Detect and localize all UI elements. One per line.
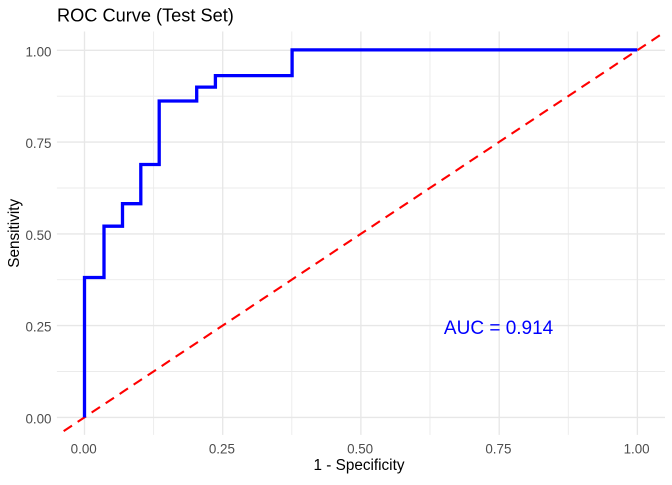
svg-text:1 - Specificity: 1 - Specificity <box>314 457 405 474</box>
svg-text:Sensitivity: Sensitivity <box>6 199 23 268</box>
svg-text:0.50: 0.50 <box>25 228 51 243</box>
svg-text:AUC = 0.914: AUC = 0.914 <box>444 318 554 339</box>
svg-text:0.25: 0.25 <box>25 320 51 335</box>
svg-text:0.75: 0.75 <box>25 136 51 151</box>
svg-text:0.75: 0.75 <box>485 441 511 456</box>
svg-text:0.25: 0.25 <box>209 441 235 456</box>
svg-text:1.00: 1.00 <box>25 44 51 59</box>
svg-text:1.00: 1.00 <box>624 441 650 456</box>
svg-text:0.00: 0.00 <box>25 411 51 426</box>
svg-text:0.00: 0.00 <box>71 441 97 456</box>
svg-text:0.50: 0.50 <box>347 441 373 456</box>
svg-text:ROC Curve (Test Set): ROC Curve (Test Set) <box>57 5 234 25</box>
